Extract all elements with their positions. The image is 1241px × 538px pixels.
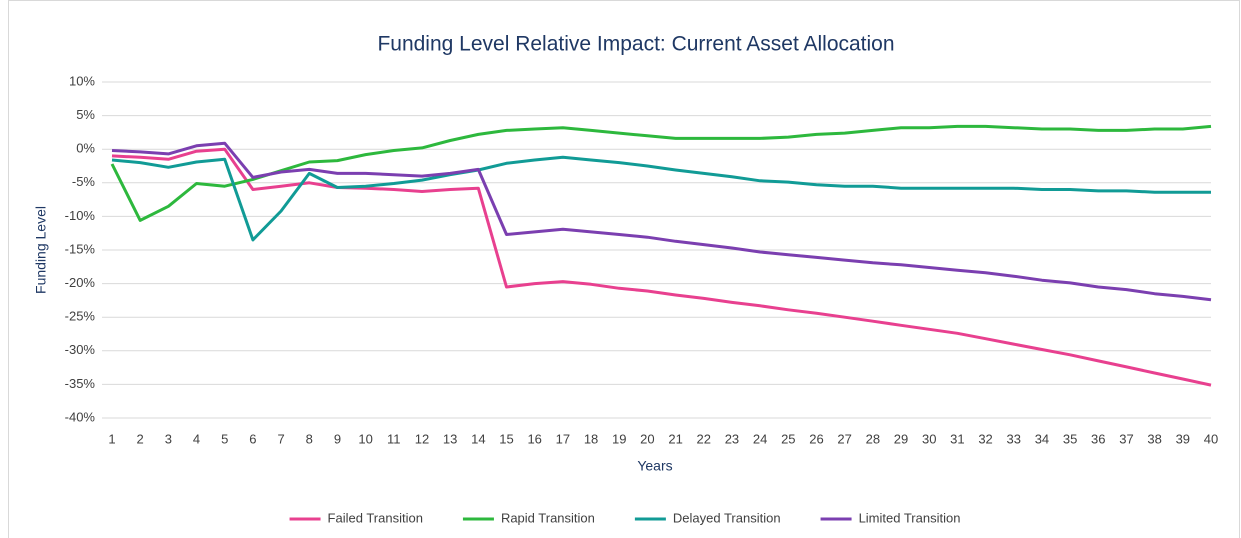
x-tick-label: 14 [471,431,485,446]
x-tick-label: 29 [894,431,908,446]
x-tick-label: 10 [358,431,372,446]
x-tick-label: 24 [753,431,767,446]
x-tick-label: 15 [499,431,513,446]
x-tick-label: 37 [1119,431,1133,446]
x-tick-label: 35 [1063,431,1077,446]
y-tick-label: -30% [65,342,96,357]
x-tick-label: 31 [950,431,964,446]
y-tick-label: -40% [65,409,96,424]
legend-label: Failed Transition [328,510,423,525]
x-tick-label: 18 [584,431,598,446]
y-tick-label: 5% [76,107,95,122]
y-tick-label: -25% [65,309,96,324]
series-line [111,155,1211,242]
y-tick-label: -15% [65,241,96,256]
x-tick-label: 38 [1147,431,1161,446]
x-tick-label: 40 [1204,431,1218,446]
x-tick-label: 36 [1091,431,1105,446]
x-tick-label: 27 [837,431,851,446]
x-tick-label: 39 [1176,431,1190,446]
y-axis-title: Funding Level [33,206,49,294]
x-tick-label: 8 [306,431,313,446]
x-tick-label: 19 [612,431,626,446]
legend-label: Limited Transition [859,510,961,525]
x-tick-label: 11 [387,431,401,446]
series-line [111,141,1212,302]
x-tick-label: 5 [221,431,228,446]
y-tick-label: -35% [65,376,96,391]
chart-frame [8,0,1240,538]
y-tick-label: 0% [76,141,95,156]
x-tick-label: 13 [443,431,457,446]
x-tick-label: 28 [866,431,880,446]
x-tick-label: 1 [108,431,115,446]
y-tick-label: -20% [65,275,96,290]
legend-label: Delayed Transition [673,510,781,525]
x-tick-label: 32 [978,431,992,446]
x-tick-label: 34 [1035,431,1049,446]
x-tick-label: 17 [556,431,570,446]
x-tick-label: 3 [165,431,172,446]
x-tick-label: 4 [193,431,200,446]
chart-title: Funding Level Relative Impact: Current A… [377,33,894,56]
series-line [110,124,1212,222]
x-tick-label: 23 [725,431,739,446]
x-tick-label: 33 [1007,431,1021,446]
x-tick-label: 16 [527,431,541,446]
x-axis-title: Years [637,458,672,474]
x-tick-label: 2 [137,431,144,446]
x-tick-label: 12 [415,431,429,446]
x-tick-label: 20 [640,431,654,446]
series-line [111,147,1212,387]
x-tick-label: 26 [809,431,823,446]
y-tick-label: -10% [65,208,96,223]
x-tick-label: 30 [922,431,936,446]
x-tick-label: 25 [781,431,795,446]
y-tick-label: -5% [72,174,96,189]
x-tick-label: 21 [668,431,682,446]
x-tick-label: 22 [697,431,711,446]
x-tick-label: 6 [249,431,256,446]
y-tick-label: 10% [69,73,95,88]
legend-label: Rapid Transition [501,510,595,525]
x-tick-label: 7 [277,431,284,446]
x-tick-label: 9 [334,431,341,446]
